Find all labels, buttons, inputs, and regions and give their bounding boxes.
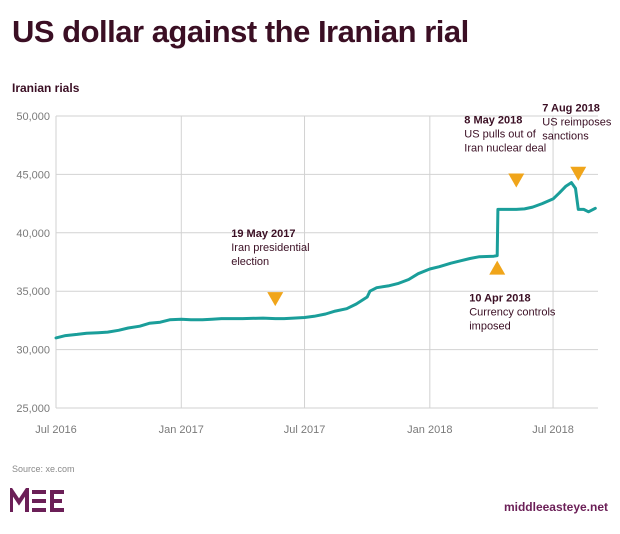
chart-title: US dollar against the Iranian rial [12, 14, 469, 49]
annotation-date: 19 May 2017 [231, 228, 295, 240]
annotation-date: 7 Aug 2018 [542, 103, 600, 115]
annotation-text: US reimposes [542, 117, 612, 129]
annotation-text: Iran nuclear deal [464, 142, 546, 154]
x-tick-labels: Jul 2016 Jan 2017 Jul 2017 Jan 2018 Jul 2018 [35, 424, 574, 436]
annotation-text: Iran presidential [231, 242, 309, 254]
y-tick-label: 25,000 [16, 403, 50, 415]
y-tick-label: 45,000 [16, 169, 50, 181]
y-tick-label: 30,000 [16, 345, 50, 357]
grid-lines [55, 115, 598, 409]
site-url-link[interactable]: middleeasteye.net [503, 500, 608, 514]
y-tick-label: 35,000 [16, 286, 50, 298]
x-tick-label: Jan 2018 [407, 424, 452, 436]
annotation-text: election [231, 256, 269, 268]
annotations: 19 May 2017 Iran presidential election 8 Ma… [231, 103, 612, 333]
annotation-text: imposed [469, 321, 511, 333]
x-tick-label: Jan 2017 [159, 424, 204, 436]
annotation-text: Currency controls [469, 307, 556, 319]
annotation-text: sanctions [542, 131, 589, 143]
annotation-date: 10 Apr 2018 [469, 293, 530, 305]
series-line [54, 181, 597, 340]
annotation-date: 8 May 2018 [464, 114, 522, 126]
y-tick-labels: 25,000 30,000 35,000 40,000 45,000 50,000 [16, 111, 50, 415]
annotation-marker [508, 173, 525, 188]
x-tick-label: Jul 2016 [35, 424, 77, 436]
source-note: Source: xe.com [12, 464, 75, 474]
annotation-marker [489, 260, 506, 275]
annotation-marker [570, 166, 587, 181]
annotation-marker [267, 292, 284, 307]
x-tick-label: Jul 2017 [284, 424, 326, 436]
annotation-text: US pulls out of [464, 128, 536, 140]
x-tick-label: Jul 2018 [532, 424, 574, 436]
mee-logo[interactable] [10, 488, 68, 514]
y-tick-label: 40,000 [16, 228, 50, 240]
y-tick-label: 50,000 [16, 111, 50, 123]
y-axis-label: Iranian rials [12, 81, 80, 95]
